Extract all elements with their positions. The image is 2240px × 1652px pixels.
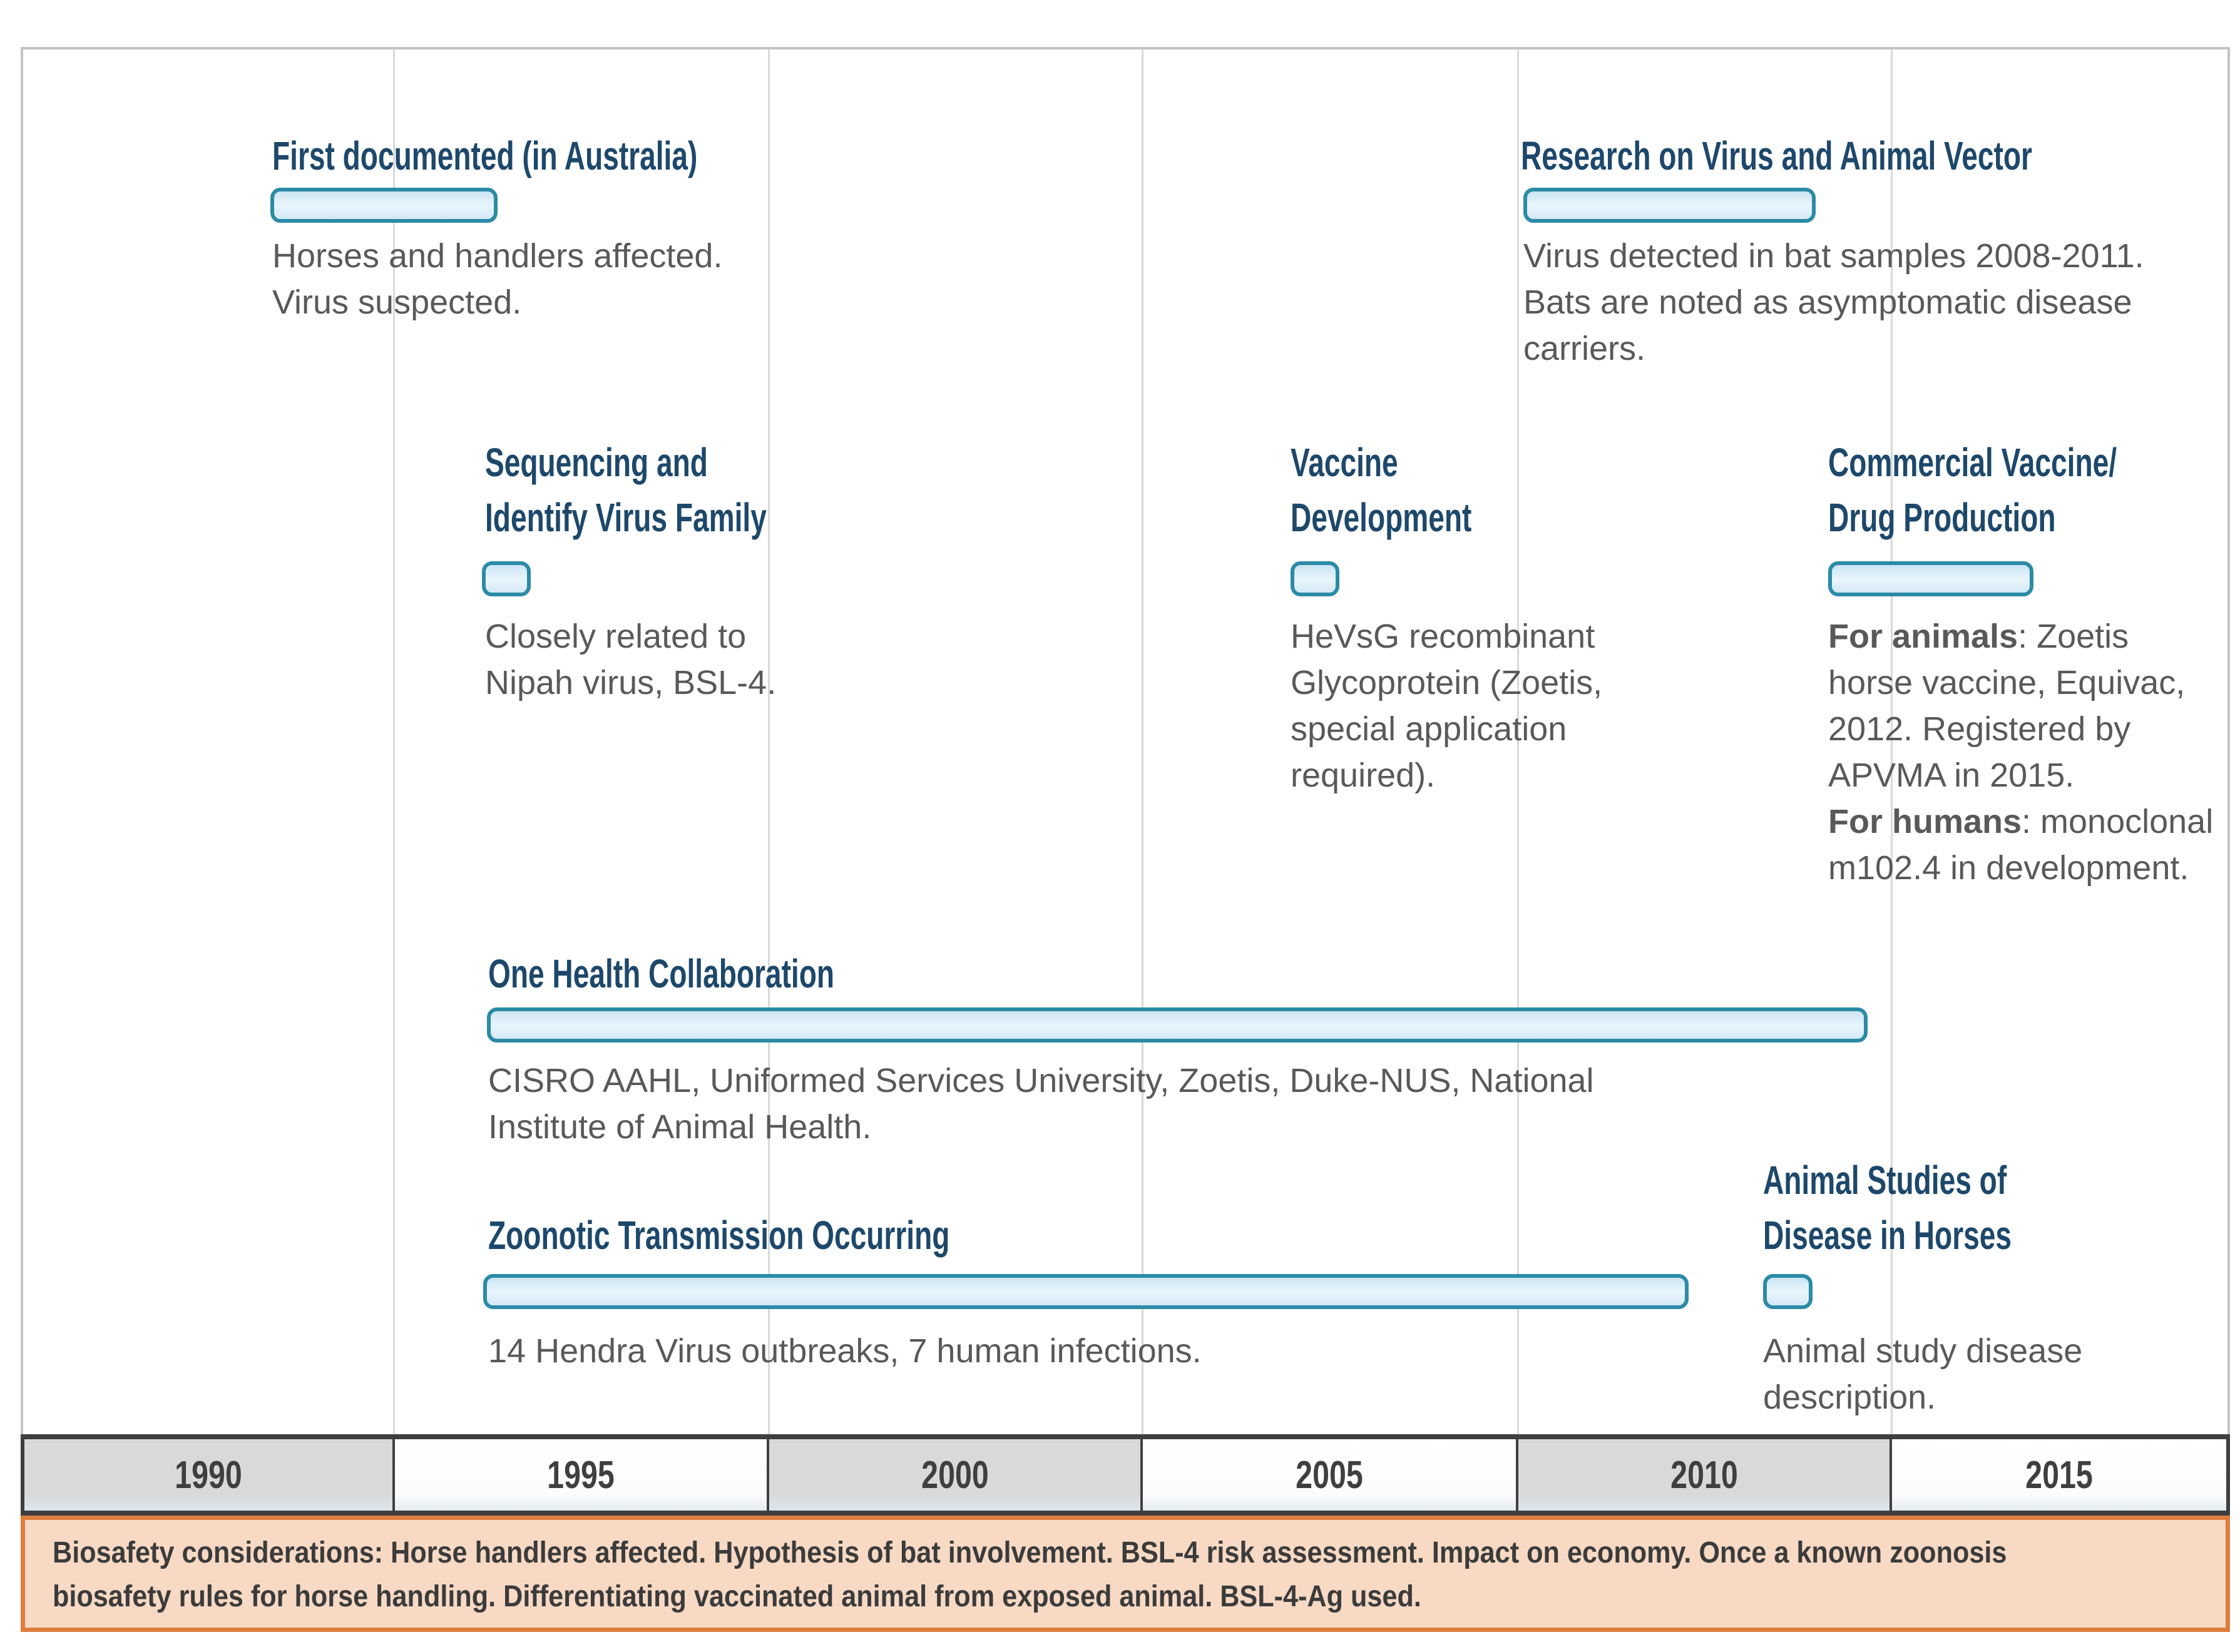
year-label: 2005 xyxy=(1296,1453,1363,1497)
year-cell-1990: 1990 xyxy=(24,1439,395,1511)
event-description: Animal study disease description. xyxy=(1763,1332,2083,1416)
year-label: 2010 xyxy=(1670,1453,1738,1497)
event-title: Vaccine Development xyxy=(1291,440,1472,540)
chart-area-border xyxy=(21,47,2230,1434)
event-title: One Health Collaboration xyxy=(488,951,835,996)
event-description: Virus detected in bat samples 2008-2011.… xyxy=(1523,237,2144,367)
gridline-2005 xyxy=(1142,49,1143,1434)
gridline-2015 xyxy=(1891,49,1893,1434)
year-cell-2005: 2005 xyxy=(1143,1439,1518,1511)
gridline-1995 xyxy=(393,49,395,1434)
timeline-bar xyxy=(1291,561,1339,596)
year-label: 1990 xyxy=(175,1453,242,1497)
event-description: HeVsG recombinant Glycoprotein (Zoetis, sp… xyxy=(1291,618,1603,794)
event-description: 14 Hendra Virus outbreaks, 7 human infec… xyxy=(488,1332,1202,1370)
event-description: For animals: Zoetis horse vaccine, Equiva… xyxy=(1828,618,2214,887)
biosafety-footer-text: Biosafety considerations: Horse handlers… xyxy=(53,1536,2007,1613)
event-title: Zoonotic Transmission Occurring xyxy=(488,1213,950,1258)
year-cell-2010: 2010 xyxy=(1518,1439,1892,1511)
year-label: 2000 xyxy=(921,1453,989,1497)
timeline-bar xyxy=(482,561,531,596)
event-description: CISRO AAHL, Uniformed Services Universit… xyxy=(488,1062,1594,1146)
year-cell-1995: 1995 xyxy=(395,1439,769,1511)
timeline-bar xyxy=(1763,1274,1813,1309)
timeline-bar xyxy=(487,1007,1868,1043)
biosafety-footer: Biosafety considerations: Horse handlers… xyxy=(21,1516,2230,1632)
gridline-2000 xyxy=(768,49,770,1434)
event-title: Research on Virus and Animal Vector xyxy=(1521,133,2032,178)
event-description: Closely related to Nipah virus, BSL-4. xyxy=(485,618,777,701)
year-cell-2000: 2000 xyxy=(769,1439,1143,1511)
year-cell-2015: 2015 xyxy=(1892,1439,2226,1511)
year-axis: 1990 1995 2000 2005 2010 2015 xyxy=(21,1434,2230,1516)
timeline-bar xyxy=(483,1274,1689,1309)
event-title: Commercial Vaccine/Drug Production xyxy=(1828,440,2117,540)
event-title: First documented (in Australia) xyxy=(272,133,698,178)
timeline-bar xyxy=(1523,188,1816,223)
year-label: 2015 xyxy=(2025,1453,2093,1497)
timeline-bar xyxy=(1828,561,2033,596)
gridline-2010 xyxy=(1517,49,1519,1434)
event-title: Sequencing and Identify Virus Family xyxy=(485,440,767,540)
year-label: 1995 xyxy=(547,1453,615,1497)
event-description: Horses and handlers affected. Virus suspe… xyxy=(272,237,723,321)
timeline-bar xyxy=(270,188,498,223)
event-title: Animal Studies of Disease in Horses xyxy=(1763,1158,2012,1258)
